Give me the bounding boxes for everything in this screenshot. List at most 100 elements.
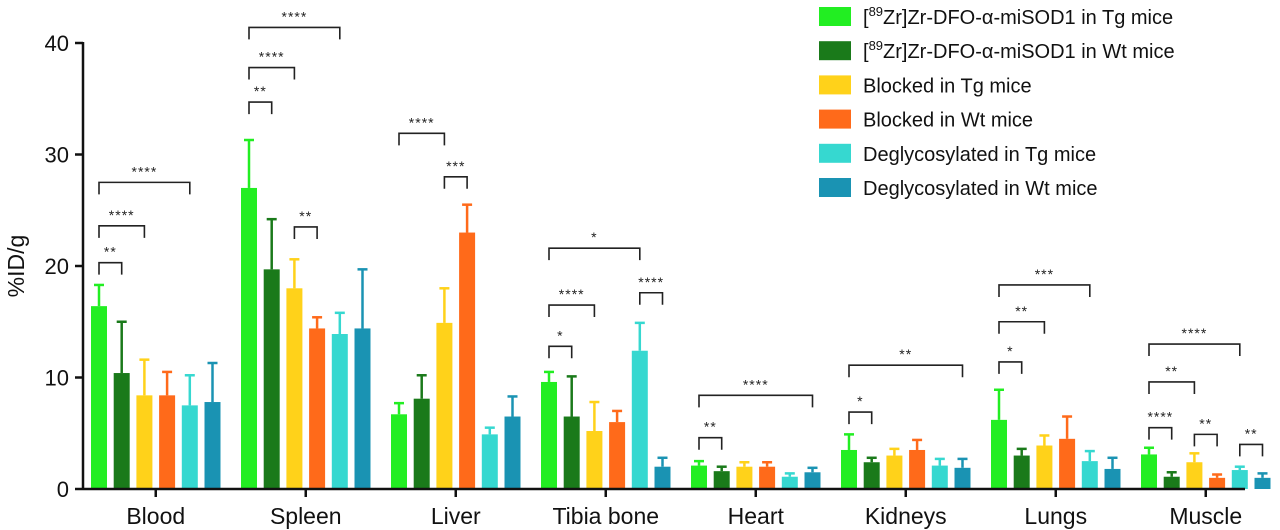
significance-bracket: **** [98,163,191,195]
legend-label: [89Zr]Zr-DFO-α-miSOD1 in Wt mice [863,38,1175,63]
significance-bracket: **** [1147,409,1173,440]
error-bar [507,395,518,417]
bar-lungs-series-3 [1036,445,1053,489]
significance-bracket: ** [248,83,273,115]
bar-lungs-series-4 [1059,438,1076,489]
bar-tibia-bone-series-1 [541,381,557,489]
bar-heart-series-6 [804,472,821,489]
significance-bracket: **** [638,274,664,305]
bar-heart-series-2 [713,471,730,489]
significance-bracket: **** [248,8,341,40]
significance-label: ** [1245,425,1258,441]
significance-bracket: ** [848,346,964,378]
y-tick-label: 20 [45,254,69,279]
error-bar [1257,472,1268,478]
significance-label: * [1007,343,1013,359]
error-bar [844,433,854,450]
significance-bracket: * [998,343,1023,374]
significance-label: ** [1015,303,1028,319]
legend-swatch [819,75,851,95]
error-bar [462,203,473,233]
significance-label: ** [299,208,312,224]
bar-liver-series-6 [504,416,521,489]
legend-item: [89Zr]Zr-DFO-α-miSOD1 in Wt mice [819,38,1175,63]
significance-label: ** [1165,363,1178,379]
legend-swatch [819,109,851,129]
error-bar [912,438,923,450]
legend-label: [89Zr]Zr-DFO-α-miSOD1 in Tg mice [863,4,1173,29]
significance-label: ** [104,244,117,260]
bar-heart-series-1 [691,465,707,489]
bar-tibia-bone-series-5 [631,350,648,489]
bar-lungs-series-2 [1013,455,1030,489]
error-bar [1062,415,1073,439]
significance-label: * [857,393,863,409]
legend-item: Deglycosylated in Tg mice [819,143,1096,166]
bar-kidneys-series-1 [841,449,857,489]
error-bar [784,472,795,477]
error-bar [1212,473,1223,478]
significance-bracket: **** [398,114,446,146]
bar-spleen-series-2 [263,269,280,489]
error-bar [739,460,750,467]
error-bar [694,459,704,466]
error-bar [439,287,450,323]
error-bar [889,447,900,456]
significance-bracket: *** [443,158,468,189]
bar-blood-series-2 [113,373,130,489]
bar-spleen-series-6 [354,328,371,489]
bar-tibia-bone-series-3 [586,431,603,489]
significance-bracket: ** [1148,363,1196,394]
error-bar [994,388,1004,420]
legend-swatch [819,7,851,26]
error-bar [1189,452,1200,463]
significance-layer: ****************************************… [98,8,1264,457]
bar-liver-series-5 [481,434,498,489]
error-bar [312,316,323,329]
bar-lungs-series-6 [1104,468,1121,489]
legend: [89Zr]Zr-DFO-α-miSOD1 in Tg mice [89Zr]Zr… [819,4,1175,200]
significance-label: **** [109,207,135,223]
error-bar [416,374,427,399]
bar-tibia-bone-series-2 [563,416,580,489]
significance-label: **** [1147,409,1173,425]
y-axis-label: %ID/g [3,235,29,298]
bar-muscle-series-2 [1163,476,1180,489]
significance-bracket: ** [998,303,1046,334]
significance-label: ** [899,346,912,362]
bar-blood-series-6 [204,402,221,489]
error-bars-layer [94,138,1268,478]
bar-muscle-series-3 [1186,462,1203,489]
bar-liver-series-1 [391,414,407,489]
bar-muscle-series-4 [1209,477,1226,489]
bar-kidneys-series-2 [863,462,880,489]
error-bar [657,456,668,467]
bar-heart-series-3 [736,466,753,489]
error-bar [207,361,218,403]
significance-bracket: ** [1193,415,1218,447]
significance-label: **** [559,286,585,302]
error-bar [866,456,877,463]
bar-kidneys-series-3 [886,455,903,489]
significance-label: **** [282,8,308,24]
legend-swatch [819,143,851,163]
significance-label: *** [446,158,465,174]
x-category-label: Muscle [1169,503,1242,529]
significance-label: *** [1035,266,1054,282]
error-bar [762,460,773,467]
significance-label: **** [638,274,664,290]
error-bar [612,409,623,423]
significance-bracket: ** [698,419,723,450]
legend-label: Blocked in Tg mice [863,75,1032,97]
error-bar [566,375,577,417]
error-bar [716,465,727,472]
y-tick-label: 30 [45,143,69,168]
error-bar [957,457,968,468]
significance-bracket: **** [98,207,146,238]
error-bar [94,283,104,307]
bar-blood-series-3 [136,395,153,489]
bar-liver-series-2 [413,398,430,489]
significance-bracket: **** [1148,325,1241,357]
bar-spleen-series-4 [309,328,326,489]
y-tick-label: 0 [57,477,69,502]
